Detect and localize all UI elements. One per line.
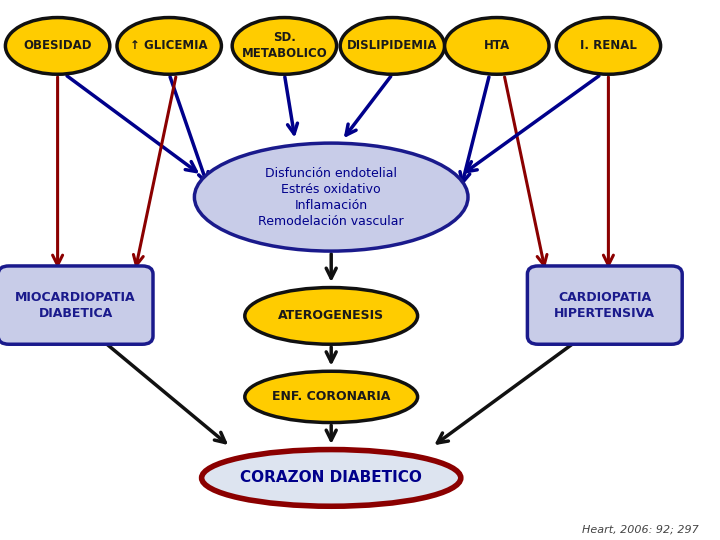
- Text: CORAZON DIABETICO: CORAZON DIABETICO: [240, 470, 422, 485]
- Ellipse shape: [556, 17, 661, 74]
- Ellipse shape: [6, 17, 109, 74]
- Text: HTA: HTA: [484, 39, 510, 52]
- Text: DISLIPIDEMIA: DISLIPIDEMIA: [347, 39, 438, 52]
- Text: Heart, 2006: 92; 297: Heart, 2006: 92; 297: [582, 524, 698, 535]
- Text: MIOCARDIOPATIA
DIABETICA: MIOCARDIOPATIA DIABETICA: [15, 291, 136, 320]
- Ellipse shape: [245, 287, 418, 345]
- Ellipse shape: [202, 449, 461, 507]
- Text: OBESIDAD: OBESIDAD: [23, 39, 92, 52]
- Text: ↑ GLICEMIA: ↑ GLICEMIA: [130, 39, 208, 52]
- Ellipse shape: [245, 372, 418, 422]
- Text: Disfunción endotelial
Estrés oxidativo
Inflamación
Remodelación vascular: Disfunción endotelial Estrés oxidativo I…: [258, 167, 404, 227]
- Text: CARDIOPATIA
HIPERTENSIVA: CARDIOPATIA HIPERTENSIVA: [554, 291, 655, 320]
- Text: ENF. CORONARIA: ENF. CORONARIA: [272, 390, 390, 403]
- Ellipse shape: [444, 17, 549, 74]
- Ellipse shape: [117, 17, 222, 74]
- Text: ATEROGENESIS: ATEROGENESIS: [278, 309, 384, 322]
- Ellipse shape: [341, 17, 445, 74]
- Ellipse shape: [194, 143, 468, 251]
- FancyBboxPatch shape: [0, 266, 153, 345]
- Text: SD.
METABOLICO: SD. METABOLICO: [241, 31, 328, 60]
- Text: I. RENAL: I. RENAL: [580, 39, 636, 52]
- Ellipse shape: [233, 17, 337, 74]
- FancyBboxPatch shape: [527, 266, 682, 345]
